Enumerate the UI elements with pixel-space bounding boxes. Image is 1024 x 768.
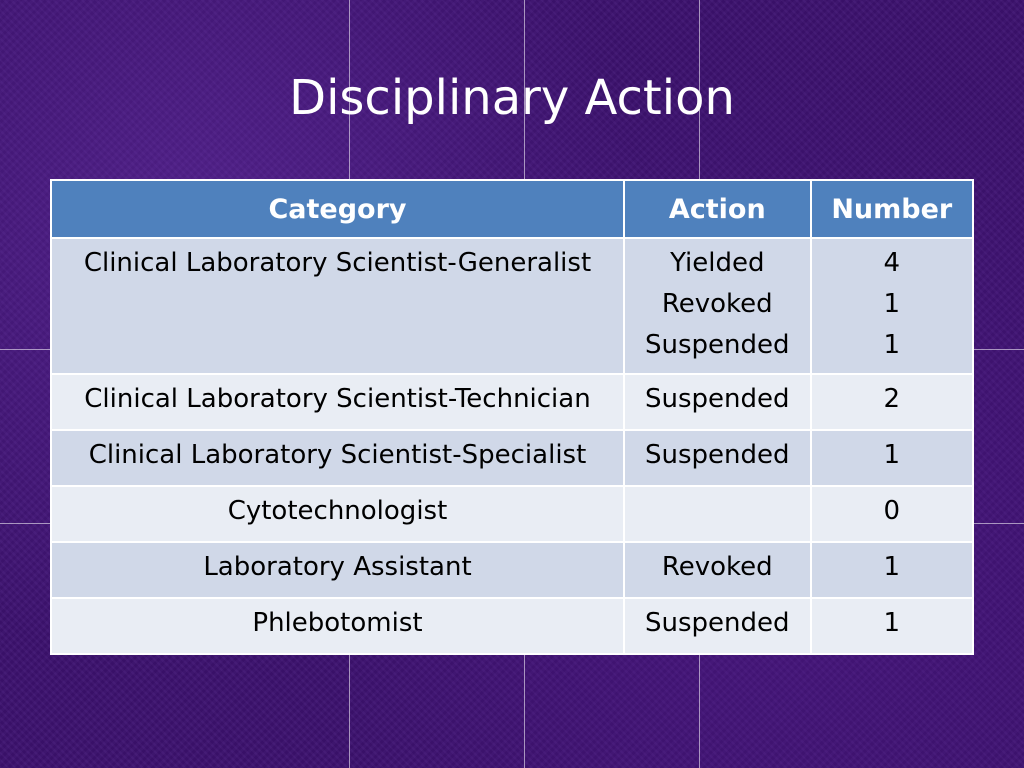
table-row: Clinical Laboratory Scientist-Technician… [50,373,975,431]
header-action: Action [622,179,812,239]
action-cell: Revoked [622,541,812,599]
number-cell: 1 [809,541,975,599]
number-value: 1 [883,330,901,360]
action-value: Yielded [670,248,765,278]
table-row: Phlebotomist Suspended 1 [50,597,975,655]
slide-title: Disciplinary Action [289,70,735,126]
category-cell: Phlebotomist [50,597,625,655]
number-cell: 1 [809,429,975,487]
action-cell: Suspended [622,429,812,487]
header-number: Number [809,179,975,239]
table-row: Clinical Laboratory Scientist-Specialist… [50,429,975,487]
action-cell: Suspended [622,373,812,431]
category-cell: Clinical Laboratory Scientist-Generalist [50,237,625,375]
category-cell: Cytotechnologist [50,485,625,543]
number-value: 1 [883,289,901,319]
category-cell: Clinical Laboratory Scientist-Specialist [50,429,625,487]
disciplinary-action-table: Category Action Number Clinical Laborato… [50,179,975,655]
header-category: Category [50,179,625,239]
action-cell: Yielded Revoked Suspended [622,237,812,375]
table-row: Laboratory Assistant Revoked 1 [50,541,975,599]
number-cell: 1 [809,597,975,655]
action-value: Suspended [645,330,790,360]
action-cell: Suspended [622,597,812,655]
number-cell: 4 1 1 [809,237,975,375]
category-cell: Laboratory Assistant [50,541,625,599]
table-header-row: Category Action Number [50,179,975,239]
category-cell: Clinical Laboratory Scientist-Technician [50,373,625,431]
action-cell [622,485,812,543]
number-value: 4 [883,248,901,278]
table-row: Cytotechnologist 0 [50,485,975,543]
table-row: Clinical Laboratory Scientist-Generalist… [50,237,975,375]
number-cell: 2 [809,373,975,431]
action-value: Revoked [661,289,773,319]
number-cell: 0 [809,485,975,543]
